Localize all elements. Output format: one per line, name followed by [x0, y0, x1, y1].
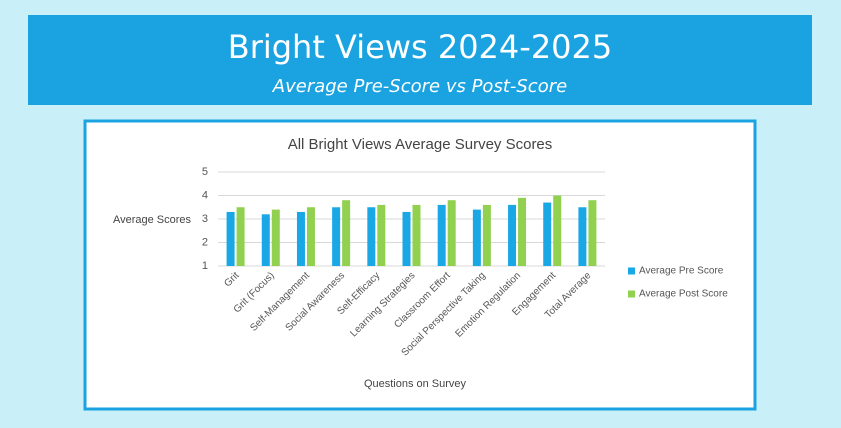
chart-title: All Bright Views Average Survey Scores: [288, 136, 553, 153]
banner: [28, 15, 812, 105]
bar: [271, 209, 280, 266]
bar: [296, 211, 305, 266]
bar: [588, 200, 597, 266]
page-title: Bright Views 2024-2025: [228, 28, 613, 66]
bar: [261, 214, 270, 266]
bar: [578, 207, 587, 266]
bar: [508, 204, 517, 266]
bar: [226, 211, 235, 266]
bar: [518, 197, 527, 266]
bar: [236, 207, 245, 266]
bar: [543, 202, 552, 266]
bar: [472, 209, 481, 266]
y-axis-title: Average Scores: [113, 214, 192, 226]
legend-swatch: [628, 267, 635, 275]
legend-swatch: [628, 290, 635, 298]
y-tick-label: 5: [202, 166, 208, 178]
y-tick-label: 2: [202, 236, 208, 248]
bar: [412, 204, 421, 266]
bar: [437, 204, 446, 266]
bar: [482, 204, 491, 266]
bar: [447, 200, 456, 266]
y-tick-label: 4: [202, 189, 208, 201]
legend-label: Average Pre Score: [639, 266, 724, 277]
bar: [367, 207, 376, 266]
x-axis-title: Questions on Survey: [364, 378, 467, 390]
y-tick-label: 1: [202, 260, 208, 272]
bar: [553, 195, 562, 266]
bar: [342, 200, 351, 266]
bar: [332, 207, 341, 266]
bar: [377, 204, 386, 266]
bar: [306, 207, 315, 266]
page-subtitle: Average Pre-Score vs Post-Score: [272, 76, 567, 97]
bar: [402, 211, 411, 266]
legend-label: Average Post Score: [639, 289, 728, 300]
y-tick-label: 3: [202, 213, 208, 225]
